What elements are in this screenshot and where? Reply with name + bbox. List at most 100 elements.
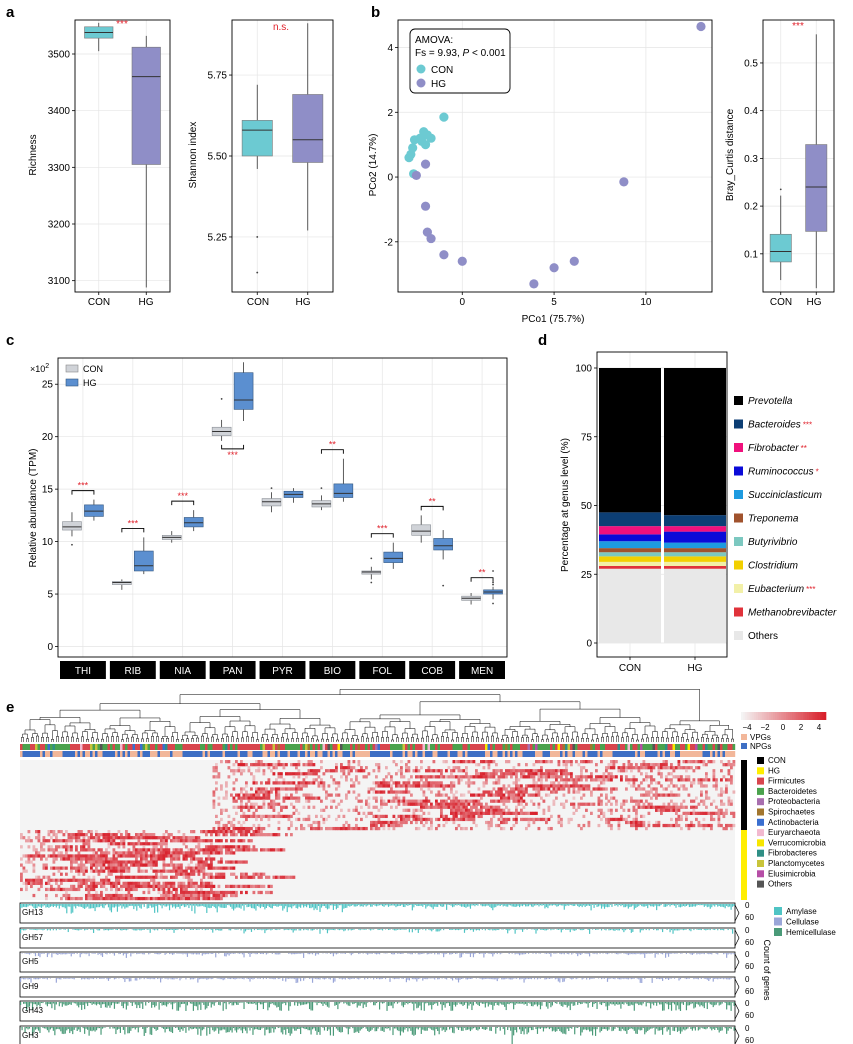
heatmap-cell xyxy=(727,802,731,806)
heatmap-cell xyxy=(442,784,446,788)
heatmap-cell xyxy=(535,811,538,815)
heatmap-cell xyxy=(240,805,243,809)
heatmap-cell xyxy=(192,854,196,858)
dendrogram-branch xyxy=(724,728,733,740)
gene-count-bar xyxy=(437,904,439,907)
heatmap-cell xyxy=(172,866,176,870)
heatmap-cell xyxy=(20,845,23,849)
heatmap-cell xyxy=(257,890,261,895)
heatmap-cell xyxy=(537,802,541,806)
heatmap-cell xyxy=(140,836,143,840)
heatmap-cell xyxy=(572,778,576,782)
gene-count-bar xyxy=(495,904,497,908)
heatmap-cell xyxy=(127,860,131,864)
phylum-track-cell xyxy=(712,744,716,750)
heatmap-cell xyxy=(475,802,478,806)
gene-count-bar xyxy=(67,904,69,907)
heatmap-cell xyxy=(37,881,41,885)
heatmap-cell xyxy=(90,863,93,867)
phylum-track-cell xyxy=(485,744,488,750)
vpg-npg-track-cell xyxy=(327,751,331,757)
heatmap-cell xyxy=(587,784,591,788)
heatmap-cell xyxy=(127,875,131,879)
dendrogram-branch xyxy=(122,733,128,740)
heatmap-cell xyxy=(712,817,716,822)
heatmap-cell xyxy=(707,760,711,764)
heatmap-cell xyxy=(562,781,566,785)
heatmap-cell xyxy=(425,802,428,806)
heatmap-cell xyxy=(550,826,553,831)
phylum-track-cell xyxy=(280,744,283,750)
heatmap-cell xyxy=(497,787,501,791)
heatmap-cell xyxy=(185,869,188,873)
heatmap-cell xyxy=(140,851,143,855)
heatmap-cell xyxy=(135,863,138,867)
heatmap-cell xyxy=(212,896,216,901)
heatmap-cell xyxy=(237,793,241,797)
heatmap-cell xyxy=(357,763,361,767)
heatmap-cell xyxy=(705,796,708,800)
dendrogram-branch xyxy=(64,725,76,733)
dendrogram-branch xyxy=(522,734,528,738)
heatmap-cell xyxy=(720,790,723,794)
heatmap-cell xyxy=(217,826,221,831)
heatmap-cell xyxy=(225,860,228,864)
heatmap-cell xyxy=(645,799,648,803)
gene-count-bar xyxy=(487,904,489,906)
heatmap-cell xyxy=(310,772,313,776)
heatmap-cell xyxy=(335,781,338,785)
heatmap-cell xyxy=(252,781,256,785)
heatmap-cell xyxy=(585,775,588,779)
gene-count-bar xyxy=(194,904,196,914)
heatmap-cell xyxy=(220,857,223,861)
heatmap-cell xyxy=(115,854,118,858)
heatmap-legend-label: Planctomycetes xyxy=(768,859,824,868)
gene-count-bar xyxy=(58,904,60,909)
heatmap-cell xyxy=(687,793,691,797)
vpg-npg-track-cell xyxy=(237,751,241,757)
heatmap-cell xyxy=(87,839,91,843)
heatmap-cell xyxy=(65,896,68,901)
heatmap-cell xyxy=(520,817,523,822)
heatmap-cell xyxy=(665,766,668,770)
color-scale-step xyxy=(753,712,757,720)
heatmap-cell xyxy=(452,781,456,785)
heatmap-cell xyxy=(42,866,46,870)
heatmap-cell xyxy=(225,833,228,837)
heatmap-cell xyxy=(205,833,208,837)
heatmap-cell xyxy=(195,839,198,843)
gene-count-bar xyxy=(441,904,443,907)
heatmap-cell xyxy=(380,820,383,825)
phylum-track-cell xyxy=(427,744,431,750)
dendrogram-branch xyxy=(546,738,549,742)
heatmap-cell xyxy=(455,826,458,831)
heatmap-legend-label: Verrucomicrobia xyxy=(768,838,826,847)
heatmap-cell xyxy=(572,805,576,809)
heatmap-cell xyxy=(465,817,468,822)
dendrogram-branch xyxy=(82,731,88,740)
heatmap-cell xyxy=(372,790,376,794)
heatmap-cell xyxy=(427,826,431,831)
heatmap-cell xyxy=(100,893,103,898)
heatmap-cell xyxy=(732,760,736,764)
heatmap-cell xyxy=(357,793,361,797)
color-scale-step xyxy=(817,712,820,720)
heatmap-cell xyxy=(90,878,93,882)
gene-count-bar xyxy=(462,904,464,907)
phylum-track-cell xyxy=(602,744,606,750)
heatmap-cell xyxy=(242,872,246,876)
vpg-npg-track-cell xyxy=(22,751,26,757)
heatmap-cell xyxy=(72,866,76,870)
heatmap-cell xyxy=(712,784,716,788)
vpg-npg-track-cell xyxy=(682,751,686,757)
heatmap-cell xyxy=(642,814,646,819)
heatmap-cell xyxy=(195,896,198,901)
heatmap-cell xyxy=(267,875,271,879)
heatmap-cell xyxy=(642,760,646,764)
heatmap-cell xyxy=(550,814,553,819)
heatmap-cell xyxy=(207,830,211,834)
gene-count-bar xyxy=(140,904,142,909)
heatmap-cell xyxy=(555,769,558,773)
heatmap-cell xyxy=(92,893,96,898)
gene-count-bar xyxy=(22,904,25,907)
